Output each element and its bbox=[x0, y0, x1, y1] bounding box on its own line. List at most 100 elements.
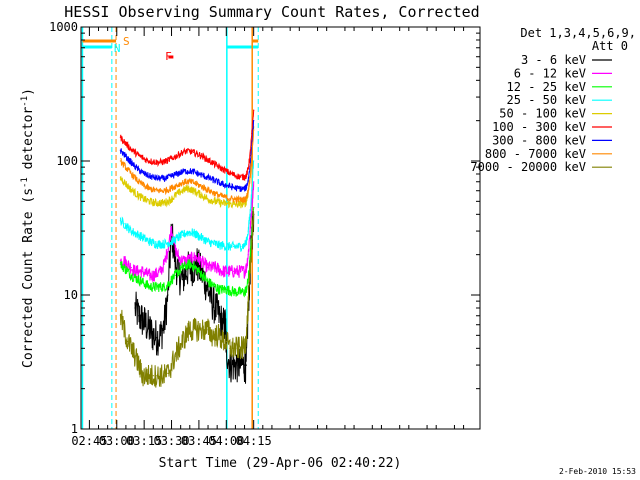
data-point bbox=[163, 324, 165, 326]
data-point bbox=[240, 364, 242, 366]
data-point bbox=[181, 190, 184, 192]
data-point bbox=[207, 198, 209, 200]
data-point bbox=[189, 170, 191, 172]
data-point bbox=[156, 375, 158, 377]
data-point bbox=[233, 203, 235, 205]
data-point bbox=[138, 364, 140, 366]
data-point bbox=[243, 176, 246, 178]
data-point bbox=[236, 291, 238, 293]
data-point bbox=[218, 201, 220, 204]
data-point bbox=[160, 270, 162, 272]
data-point bbox=[229, 245, 231, 248]
data-point bbox=[156, 243, 158, 245]
data-point bbox=[119, 177, 121, 179]
data-point bbox=[203, 263, 205, 265]
legend-entry-label: 300 - 800 keV bbox=[492, 133, 586, 147]
data-point bbox=[134, 355, 136, 357]
data-point bbox=[218, 334, 220, 336]
data-point bbox=[222, 288, 224, 291]
data-point bbox=[253, 120, 255, 122]
data-point bbox=[178, 153, 180, 155]
data-point bbox=[203, 157, 205, 159]
data-point bbox=[127, 263, 129, 265]
saa-marker-label: S bbox=[123, 35, 130, 48]
data-point bbox=[130, 267, 132, 269]
data-point bbox=[236, 364, 238, 366]
data-point bbox=[185, 181, 187, 183]
data-point bbox=[225, 288, 227, 291]
legend-header-detectors: Det 1,3,4,5,6,9, bbox=[520, 26, 636, 40]
data-point bbox=[240, 245, 242, 248]
data-point bbox=[189, 231, 191, 233]
data-point bbox=[174, 355, 176, 357]
data-point bbox=[233, 291, 235, 293]
legend-entry-label: 50 - 100 keV bbox=[499, 107, 586, 121]
data-point bbox=[225, 245, 227, 248]
data-point bbox=[211, 199, 213, 201]
data-point bbox=[152, 286, 154, 288]
chart-title: HESSI Observing Summary Count Rates, Cor… bbox=[64, 3, 479, 21]
data-point bbox=[236, 175, 238, 177]
data-point bbox=[167, 372, 169, 374]
data-point bbox=[200, 194, 202, 196]
data-point bbox=[240, 176, 242, 178]
data-point bbox=[207, 281, 209, 283]
data-point bbox=[170, 158, 173, 160]
data-point bbox=[174, 174, 176, 176]
data-point bbox=[174, 195, 176, 197]
data-point bbox=[236, 199, 238, 201]
data-point bbox=[138, 315, 140, 317]
x-axis-label: Start Time (29-Apr-06 02:40:22) bbox=[159, 456, 402, 471]
data-point bbox=[160, 286, 162, 288]
data-point bbox=[174, 155, 176, 158]
data-point bbox=[192, 257, 194, 259]
data-point bbox=[160, 190, 162, 192]
data-point bbox=[181, 279, 184, 281]
data-point bbox=[134, 151, 136, 153]
data-point bbox=[149, 375, 151, 377]
data-point bbox=[229, 185, 231, 188]
data-point bbox=[134, 165, 136, 168]
series-3 bbox=[119, 206, 255, 298]
data-point bbox=[141, 236, 143, 238]
data-point bbox=[145, 238, 147, 240]
data-point bbox=[145, 174, 147, 176]
data-point bbox=[152, 334, 154, 336]
data-point bbox=[229, 172, 231, 174]
data-point bbox=[149, 241, 151, 243]
data-point bbox=[253, 213, 255, 215]
data-point bbox=[185, 265, 187, 267]
data-point bbox=[240, 347, 242, 349]
data-point bbox=[178, 183, 180, 185]
data-point bbox=[185, 188, 187, 190]
data-point bbox=[222, 202, 224, 204]
data-point bbox=[163, 263, 165, 265]
y-axis-label-main: Corrected Count Rate (s bbox=[21, 188, 36, 368]
data-point bbox=[138, 181, 140, 183]
data-point bbox=[167, 294, 169, 296]
data-point bbox=[138, 154, 140, 157]
data-point bbox=[163, 375, 165, 377]
y-tick-label: 1000 bbox=[49, 20, 78, 34]
data-point bbox=[240, 203, 242, 205]
data-point bbox=[138, 270, 140, 272]
x-tick-label: 02:45 bbox=[71, 434, 107, 448]
data-point bbox=[233, 245, 235, 248]
data-point bbox=[249, 154, 251, 157]
data-point bbox=[130, 162, 132, 164]
data-point bbox=[203, 329, 205, 331]
legend-entry-label: 100 - 300 keV bbox=[492, 120, 586, 134]
data-point bbox=[214, 267, 216, 269]
data-point bbox=[203, 276, 205, 279]
data-point bbox=[196, 257, 198, 259]
data-point bbox=[222, 270, 224, 272]
data-point bbox=[160, 161, 162, 163]
data-point bbox=[156, 202, 158, 204]
data-point bbox=[224, 324, 226, 326]
data-point bbox=[192, 182, 194, 184]
legend-entry-label: 3 - 6 keV bbox=[521, 53, 586, 67]
data-point bbox=[200, 272, 202, 274]
data-point bbox=[203, 196, 205, 198]
data-point bbox=[218, 288, 220, 291]
